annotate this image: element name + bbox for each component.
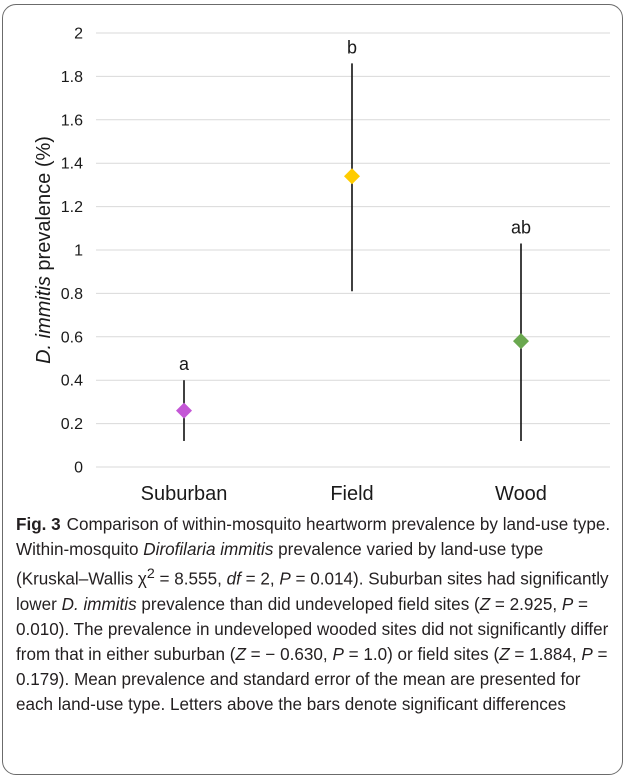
y-tick-label: 0.8 — [61, 286, 83, 303]
caption-italic: Z — [479, 594, 491, 614]
caption-text: = 0.010). The prevalence in undeveloped … — [16, 594, 609, 664]
caption-text: = − 0.630, — [245, 644, 333, 664]
y-tick-label: 2 — [74, 26, 83, 43]
caption-text: Comparison of within-mosquito heartworm … — [16, 515, 611, 559]
caption-italic: df — [226, 569, 241, 589]
caption-italic: Z — [499, 644, 510, 664]
caption-text: = 2, — [240, 569, 280, 589]
caption-italic: P — [332, 644, 344, 664]
data-markers — [176, 168, 529, 419]
y-tick-label: 0.2 — [61, 416, 83, 433]
y-tick-label: 1 — [74, 243, 83, 260]
caption-text: prevalence varied by land-use type (Krus… — [16, 540, 544, 589]
y-tick-label: 0 — [74, 460, 83, 477]
caption-italic: P — [581, 644, 593, 664]
caption-text: = 2.925, — [490, 594, 562, 614]
y-axis-label: D. immitis prevalence (%) — [33, 136, 55, 364]
caption-text: prevalence than did undeveloped field si… — [136, 594, 480, 614]
significance-letter: b — [347, 37, 357, 57]
x-tick-label: Suburban — [141, 483, 228, 505]
caption-text: = 8.555, — [154, 569, 227, 589]
y-tick-label: 1.2 — [61, 199, 83, 216]
significance-letter: ab — [511, 217, 531, 237]
x-tick-label: Field — [330, 483, 373, 505]
data-point-wood — [513, 333, 529, 350]
figure-label: Fig. 3 — [16, 515, 61, 534]
y-tick-label: 1.6 — [61, 112, 83, 129]
caption-text: = 0.014). Suburban sites had significant… — [16, 569, 609, 614]
caption-italic: P — [561, 594, 574, 614]
caption-italic: Dirofilaria immitis — [143, 540, 274, 559]
caption-italic: Z — [235, 644, 246, 664]
caption-italic: P — [279, 569, 291, 589]
caption-italic: D. immitis — [61, 594, 137, 614]
x-tick-labels: Suburban Field Wood — [141, 483, 547, 505]
y-axis-label-italic: D. immitis — [33, 276, 55, 364]
figure-frame — [2, 4, 623, 775]
gridlines — [96, 32, 610, 468]
caption-text: = 0.179). Mean prevalence and standard e… — [16, 644, 608, 714]
y-axis-label-rest: prevalence (%) — [33, 136, 55, 276]
significance-letter: a — [179, 354, 190, 374]
y-tick-label: 0.4 — [61, 373, 83, 390]
figure-caption: Fig. 3 Comparison of within-mosquito hear… — [16, 512, 616, 717]
data-point-field — [344, 168, 360, 185]
y-tick-label: 1.8 — [61, 69, 83, 86]
data-point-suburban — [176, 402, 192, 419]
x-tick-label: Wood — [495, 483, 547, 505]
y-tick-label: 1.4 — [61, 156, 83, 173]
caption-text: = 1.0) or field sites ( — [343, 644, 500, 664]
y-tick-labels: 0 0.2 0.4 0.6 0.8 1 1.2 1.4 1.6 1.8 2 — [61, 26, 83, 477]
caption-text: = 1.884, — [509, 644, 582, 664]
y-tick-label: 0.6 — [61, 329, 83, 346]
caption-superscript: 2 — [146, 566, 155, 582]
